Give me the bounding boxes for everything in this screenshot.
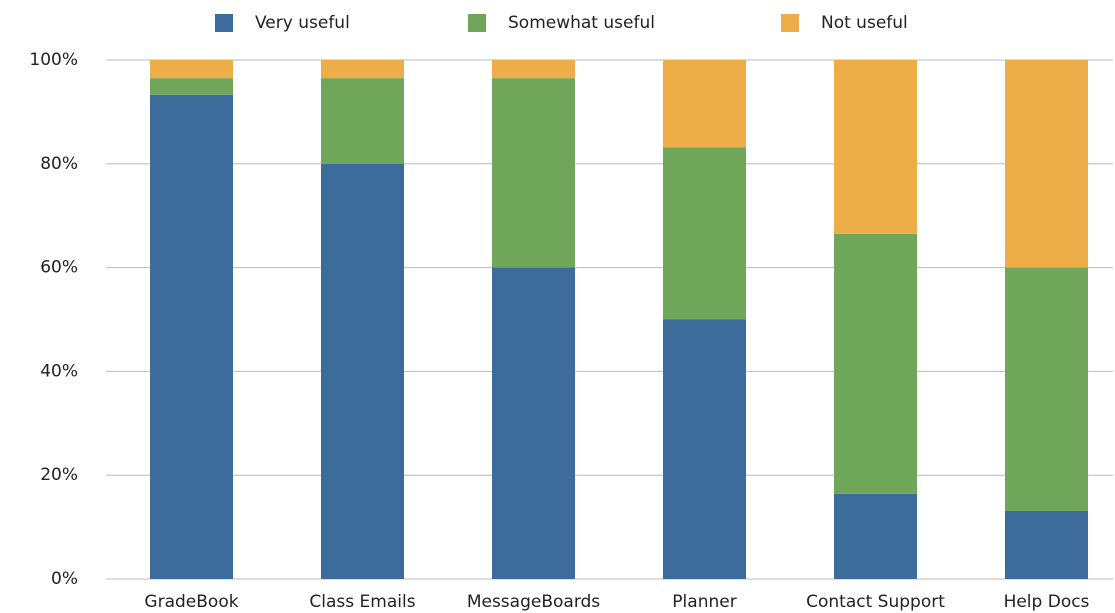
bar-segment: [150, 78, 233, 95]
bar-segment: [663, 60, 746, 148]
bar-segment: [321, 163, 404, 580]
legend-swatch: [468, 14, 486, 32]
bar-segment: [663, 319, 746, 579]
x-tick-label: GradeBook: [144, 592, 238, 612]
bar-segment: [150, 94, 233, 579]
legend-label: Very useful: [255, 13, 350, 33]
x-tick-label: Class Emails: [309, 592, 415, 612]
bar-segment: [492, 267, 575, 579]
bar-segment: [321, 78, 404, 164]
y-tick-label: 0%: [51, 569, 78, 589]
x-tick-label: Contact Support: [806, 592, 945, 612]
bar-segment: [834, 233, 917, 494]
x-tick-label: MessageBoards: [467, 592, 600, 612]
bar-segment: [1005, 511, 1088, 579]
legend-label: Not useful: [821, 13, 908, 33]
bar-segment: [150, 60, 233, 79]
y-tick-label: 20%: [40, 465, 78, 485]
bar-segment: [834, 493, 917, 579]
bar-segment: [321, 60, 404, 79]
bar-segment: [1005, 267, 1088, 512]
legend-swatch: [781, 14, 799, 32]
y-tick-label: 80%: [40, 154, 78, 174]
x-tick-label: Planner: [672, 592, 736, 612]
bar-segment: [1005, 60, 1088, 268]
bar-segment: [492, 78, 575, 268]
bar-segment: [492, 60, 575, 79]
y-tick-label: 60%: [40, 258, 78, 278]
y-tick-label: 100%: [29, 50, 78, 70]
legend-label: Somewhat useful: [508, 13, 655, 33]
bar-segment: [834, 60, 917, 234]
bar-segment: [663, 147, 746, 320]
y-tick-label: 40%: [40, 361, 78, 381]
legend-swatch: [215, 14, 233, 32]
x-tick-label: Help Docs: [1004, 592, 1090, 612]
